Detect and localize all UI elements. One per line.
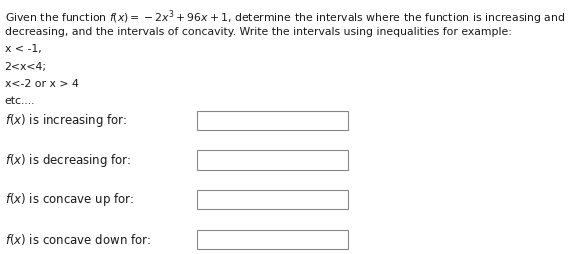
Text: Given the function $f(x) = -2x^3 + 96x + 1$, determine the intervals where the f: Given the function $f(x) = -2x^3 + 96x +…: [5, 9, 565, 27]
Text: $f(x)$ is increasing for:: $f(x)$ is increasing for:: [5, 112, 127, 129]
FancyBboxPatch shape: [197, 111, 348, 130]
Text: $f(x)$ is concave down for:: $f(x)$ is concave down for:: [5, 232, 151, 247]
Text: x < -1,: x < -1,: [5, 44, 41, 54]
FancyBboxPatch shape: [197, 190, 348, 209]
FancyBboxPatch shape: [197, 230, 348, 249]
Text: x<-2 or x > 4: x<-2 or x > 4: [5, 79, 78, 89]
Text: etc....: etc....: [5, 96, 35, 106]
Text: decreasing, and the intervals of concavity. Write the intervals using inequaliti: decreasing, and the intervals of concavi…: [5, 27, 512, 37]
Text: $f(x)$ is concave up for:: $f(x)$ is concave up for:: [5, 191, 134, 208]
FancyBboxPatch shape: [197, 150, 348, 170]
Text: 2<x<4;: 2<x<4;: [5, 62, 47, 72]
Text: $f(x)$ is decreasing for:: $f(x)$ is decreasing for:: [5, 152, 131, 168]
